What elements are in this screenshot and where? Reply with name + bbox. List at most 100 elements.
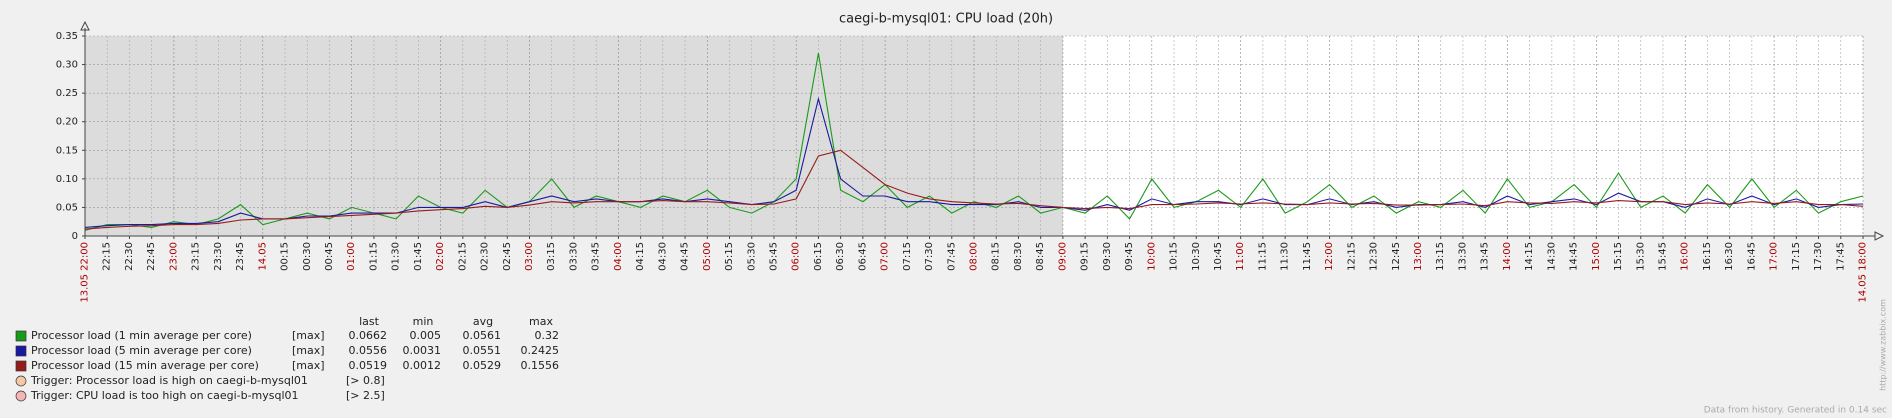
x-tick-label: 09:15 (1080, 242, 1091, 271)
lines (84, 53, 1864, 231)
x-tick-label: 15:45 (1657, 242, 1668, 271)
x-tick-label: 02:00 (435, 242, 446, 271)
x-tick-label: 11:30 (1280, 242, 1291, 271)
x-tick-label: 06:30 (835, 242, 846, 271)
legend-value: 0.1556 (521, 359, 560, 372)
x-tick-label: 22:15 (102, 242, 113, 271)
x-tick-label: 12:30 (1369, 242, 1380, 271)
x-tick-label: 14:00 (1502, 242, 1513, 271)
x-tick-label: 03:00 (524, 242, 535, 271)
x-tick-label: 15:30 (1635, 242, 1646, 271)
y-tick-label: 0.25 (56, 88, 78, 99)
x-tick-label: 08:30 (1013, 242, 1024, 271)
x-tick-label: 16:00 (1680, 242, 1691, 271)
x-tick-label: 16:45 (1746, 242, 1757, 271)
x-tick-label: 05:15 (724, 242, 735, 271)
y-tick-label: 0.10 (56, 174, 78, 185)
x-tick-label: 10:30 (1191, 242, 1202, 271)
x-tick-label: 12:15 (1346, 242, 1357, 271)
legend-swatch (15, 360, 27, 372)
x-tick-label: 11:45 (1302, 242, 1313, 271)
y-tick-label: 0.20 (56, 117, 78, 128)
x-tick-label: 06:45 (857, 242, 868, 271)
x-tick-label: 08:00 (969, 242, 980, 271)
x-tick-label: 23:00 (168, 242, 179, 271)
trigger-condition: [> 2.5] (346, 389, 385, 402)
series-line (84, 96, 1864, 228)
y-tick-label: 0 (72, 231, 78, 242)
x-tick-label: 22:30 (124, 242, 135, 271)
x-tick-label: 17:45 (1835, 242, 1846, 271)
x-tick-label: 04:15 (635, 242, 646, 271)
x-tick-label: 07:15 (902, 242, 913, 271)
legend-func: [max] (292, 344, 325, 357)
x-tick-label: 06:15 (813, 242, 824, 271)
grid (82, 35, 1864, 239)
x-tick-label: 00:30 (302, 242, 313, 271)
footer: Data from history. Generated in 0.14 sec (1704, 406, 1887, 416)
series-line (84, 53, 1864, 231)
x-tick-label: 03:30 (568, 242, 579, 271)
x-tick-label: 14:30 (1546, 242, 1557, 271)
x-tick-label: 05:00 (702, 242, 713, 271)
x-tick-label: 10:15 (1169, 242, 1180, 271)
legend-value: 0.0519 (349, 359, 388, 372)
x-tick-label: 14:15 (1524, 242, 1535, 271)
x-tick-label: 13:45 (1480, 242, 1491, 271)
x-tick-label: 09:30 (1102, 242, 1113, 271)
axes (80, 20, 1885, 241)
x-tick-label: 00:15 (280, 242, 291, 271)
x-tick-label: 11:00 (1235, 242, 1246, 271)
x-tick-label: 01:30 (391, 242, 402, 271)
x-tick-label: 08:15 (991, 242, 1002, 271)
legend-label: Processor load (1 min average per core) (31, 329, 252, 342)
trigger-marker (15, 375, 27, 387)
trigger-condition: [> 0.8] (346, 374, 385, 387)
trigger-label: Trigger: CPU load is too high on caegi-b… (30, 389, 299, 402)
x-tick-label: 09:45 (1124, 242, 1135, 271)
x-tick-label: 13:30 (1457, 242, 1468, 271)
x-tick-label: 16:30 (1724, 242, 1735, 271)
legend-value: 0.0551 (463, 344, 502, 357)
x-tick-label: 04:30 (657, 242, 668, 271)
x-axis-arrow (1874, 231, 1885, 241)
x-tick-label: 12:45 (1391, 242, 1402, 271)
y-axis-arrow (80, 20, 90, 31)
legend-value: 0.005 (410, 329, 442, 342)
x-tick-label: 14.05 (257, 242, 268, 271)
x-tick-label: 17:30 (1813, 242, 1824, 271)
legend-value: 0.0012 (403, 359, 442, 372)
x-tick-label: 13.05 22:00 (80, 242, 91, 303)
x-tick-label: 01:00 (346, 242, 357, 271)
legend-column-header: avg (473, 315, 493, 328)
labels: 0 0.05 0.10 0.15 0.20 0.25 0.30 0.35 13.05 22:00… (56, 31, 1869, 303)
x-tick-label: 17:00 (1769, 242, 1780, 271)
legend-swatch (15, 330, 27, 342)
legend-value: 0.32 (535, 329, 560, 342)
x-tick-label: 13:00 (1413, 242, 1424, 271)
x-tick-label: 08:45 (1035, 242, 1046, 271)
x-tick-label: 14:45 (1569, 242, 1580, 271)
x-tick-label: 05:30 (746, 242, 757, 271)
x-tick-label: 14.05 18:00 (1858, 242, 1869, 303)
legend-func: [max] (292, 329, 325, 342)
legend-label: Processor load (5 min average per core) (31, 344, 252, 357)
x-tick-label: 07:45 (946, 242, 957, 271)
y-tick-label: 0.05 (56, 202, 78, 213)
x-tick-label: 15:00 (1591, 242, 1602, 271)
x-tick-label: 01:15 (368, 242, 379, 271)
x-tick-label: 17:15 (1791, 242, 1802, 271)
x-tick-label: 11:15 (1257, 242, 1268, 271)
x-tick-label: 05:45 (768, 242, 779, 271)
legend-value: 0.2425 (521, 344, 560, 357)
legend-func: [max] (292, 359, 325, 372)
x-tick-label: 23:30 (213, 242, 224, 271)
chart-title: caegi-b-mysql01: CPU load (20h) (839, 12, 1053, 27)
x-tick-label: 15:15 (1613, 242, 1624, 271)
legend-label: Processor load (15 min average per core) (31, 359, 259, 372)
trigger-marker (15, 390, 27, 402)
watermark: http://www.zabbix.com (1879, 299, 1888, 391)
x-tick-label: 03:15 (546, 242, 557, 271)
